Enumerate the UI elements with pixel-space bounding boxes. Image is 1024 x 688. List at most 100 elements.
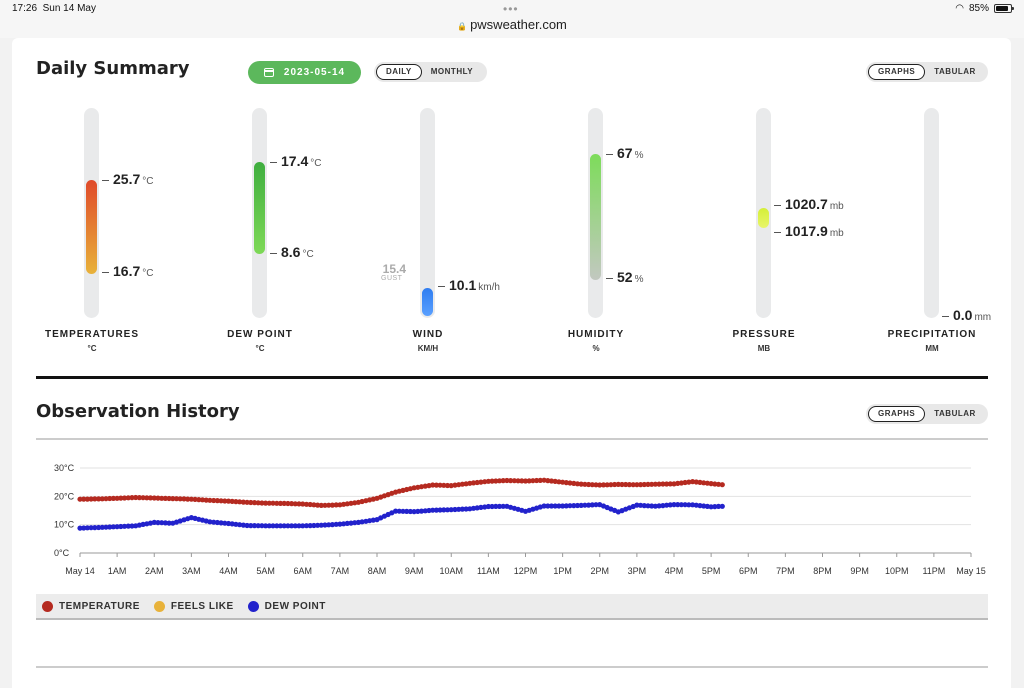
data-point	[300, 523, 306, 529]
data-point	[433, 507, 439, 513]
legend-feels-like[interactable]: FEELS LIKE	[153, 600, 234, 612]
data-point	[393, 508, 399, 514]
data-point	[326, 502, 332, 508]
data-point	[519, 478, 525, 484]
daily-summary-title: Daily Summary	[36, 58, 190, 79]
gauge-track	[924, 108, 939, 318]
data-point	[103, 524, 109, 530]
y-tick-label: 30°C	[54, 463, 75, 473]
data-point	[96, 496, 102, 502]
data-point	[641, 481, 647, 488]
data-point	[630, 482, 636, 488]
status-right: ◠ 85%	[955, 3, 1014, 14]
data-point	[229, 498, 235, 504]
date-picker-button[interactable]: 2023-05-14	[248, 61, 361, 84]
legend-temperature[interactable]: TEMPERATURE	[42, 600, 140, 612]
data-point	[248, 499, 254, 506]
data-point	[203, 497, 209, 503]
legend-dew-point[interactable]: DEW POINT	[247, 600, 326, 612]
data-point	[140, 495, 146, 501]
history-header-divider	[36, 438, 988, 440]
data-point	[615, 481, 621, 487]
data-point	[266, 523, 272, 529]
x-tick-label: 11AM	[477, 566, 500, 576]
daily-tab[interactable]: DAILY	[376, 64, 422, 80]
history-tabular-tab[interactable]: TABULAR	[934, 409, 976, 418]
data-point	[303, 523, 310, 529]
data-point	[147, 495, 154, 501]
observation-chart[interactable]: 0°C 10°C 20°C 30°C May 14 1AM 2AM 3AM 4AM 5AM 6AM 7…	[26, 458, 996, 588]
data-point	[244, 522, 250, 529]
data-point	[296, 523, 302, 529]
x-tick-label: 12PM	[514, 566, 538, 576]
data-point	[552, 503, 558, 509]
page-content: Daily Summary 2023-05-14 DAILY MONTHLY G…	[12, 38, 1011, 688]
data-point	[623, 481, 629, 488]
data-point	[251, 500, 258, 506]
data-point	[99, 496, 105, 502]
data-point	[496, 478, 503, 484]
status-bar: 17:26 Sun 14 May ••• ◠ 85% 🔒 pwsweather.c…	[0, 0, 1024, 38]
temperature-unit: °C	[87, 344, 97, 353]
data-point	[81, 496, 87, 502]
data-point	[578, 502, 584, 508]
data-point	[329, 522, 335, 528]
data-point	[608, 482, 614, 488]
data-point	[407, 508, 413, 515]
data-point	[708, 504, 714, 510]
data-point	[129, 495, 135, 501]
pressure-high: 1020.7 mb	[774, 196, 844, 212]
data-point	[682, 502, 688, 508]
data-point	[248, 523, 254, 529]
data-point	[686, 502, 692, 508]
data-point	[322, 502, 328, 508]
dew-point-low: 8.6 °C	[270, 244, 314, 260]
history-graphs-tab[interactable]: GRAPHS	[868, 406, 926, 422]
chart-legend: TEMPERATURE FEELS LIKE DEW POINT	[36, 594, 988, 620]
summary-tabular-tab[interactable]: TABULAR	[934, 67, 976, 76]
data-point	[270, 523, 276, 529]
data-point	[155, 520, 161, 526]
address-bar[interactable]: 🔒 pwsweather.com	[0, 17, 1024, 32]
data-point	[281, 523, 287, 529]
temperature-dot	[42, 600, 53, 612]
data-point	[162, 495, 168, 501]
data-point	[151, 495, 157, 501]
data-point	[400, 508, 406, 514]
period-toggle: DAILY MONTHLY	[374, 62, 487, 82]
x-tick-label: 1PM	[553, 566, 572, 576]
data-point	[619, 481, 625, 488]
data-point	[534, 477, 540, 484]
data-point	[493, 503, 499, 509]
data-point	[571, 503, 577, 509]
data-point	[315, 522, 321, 528]
data-point	[567, 480, 573, 486]
humidity-high: 67%	[606, 145, 643, 161]
data-point	[478, 479, 484, 485]
summary-graphs-tab[interactable]: GRAPHS	[868, 64, 926, 80]
data-point	[404, 508, 410, 514]
tab-overview-dots[interactable]: •••	[503, 2, 519, 16]
data-point	[107, 524, 113, 530]
data-point	[177, 496, 183, 502]
pressure-range-bar	[758, 208, 769, 228]
precipitation-unit: MM	[925, 344, 939, 353]
bottom-divider	[36, 666, 988, 668]
data-point	[110, 495, 116, 501]
data-point	[277, 500, 284, 506]
monthly-tab[interactable]: MONTHLY	[430, 67, 474, 76]
data-point	[110, 524, 116, 530]
data-point	[222, 498, 228, 504]
pressure-low: 1017.9 mb	[774, 223, 844, 239]
data-point	[560, 503, 566, 509]
data-point	[185, 496, 191, 502]
data-point	[515, 478, 521, 484]
data-point	[500, 478, 506, 484]
data-point	[649, 481, 655, 487]
data-point	[600, 482, 607, 488]
data-point	[188, 496, 194, 502]
data-point	[133, 494, 139, 501]
data-point	[508, 478, 514, 484]
section-divider	[36, 376, 988, 379]
data-point	[545, 503, 551, 509]
